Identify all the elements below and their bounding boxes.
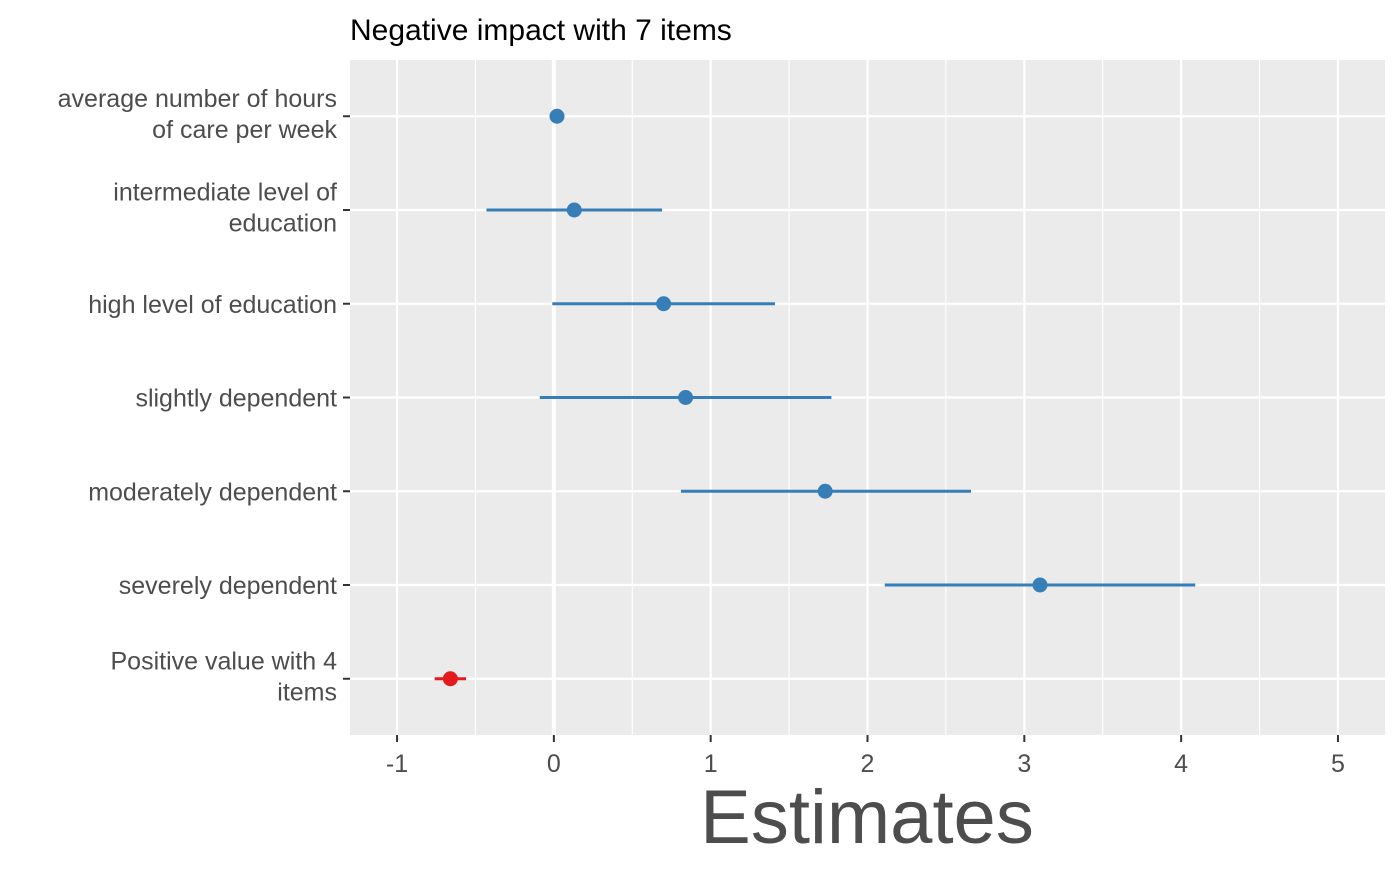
- y-tick-label: moderately dependent: [88, 478, 337, 506]
- y-tick-label: of care per week: [152, 116, 337, 144]
- x-tick-label: 4: [1174, 750, 1188, 778]
- y-tick-label: severely dependent: [119, 572, 337, 600]
- estimate-point: [656, 296, 672, 312]
- estimate-point: [678, 390, 694, 405]
- y-axis: average number of hours of care per week i…: [58, 85, 350, 706]
- x-tick-label: -1: [386, 750, 408, 778]
- estimate-point: [566, 202, 582, 218]
- y-tick-label: slightly dependent: [135, 385, 337, 413]
- y-tick-label: average number of hours: [58, 85, 337, 113]
- x-axis: -1 0 1 2 3 4 5: [386, 735, 1345, 778]
- x-tick-label: 3: [1017, 750, 1031, 778]
- y-tick-label: high level of education: [88, 291, 337, 319]
- y-tick-label: Positive value with 4: [110, 647, 337, 675]
- x-tick-label: 1: [704, 750, 718, 778]
- y-tick-label: education: [229, 210, 337, 238]
- estimate-point: [1032, 577, 1048, 593]
- estimate-point: [442, 671, 458, 687]
- x-axis-title: Estimates: [700, 775, 1034, 860]
- x-tick-label: 0: [547, 750, 561, 778]
- chart-title: Negative impact with 7 items: [350, 14, 732, 47]
- estimate-marks: [434, 108, 1196, 687]
- estimate-point: [549, 108, 565, 124]
- x-tick-label: 5: [1331, 750, 1345, 778]
- estimate-point: [817, 483, 833, 499]
- y-tick-label: intermediate level of: [113, 179, 337, 207]
- y-tick-label: items: [277, 678, 337, 706]
- x-tick-label: 2: [861, 750, 875, 778]
